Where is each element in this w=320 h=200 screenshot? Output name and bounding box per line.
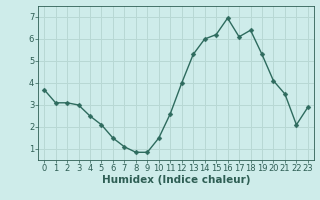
X-axis label: Humidex (Indice chaleur): Humidex (Indice chaleur) — [102, 175, 250, 185]
